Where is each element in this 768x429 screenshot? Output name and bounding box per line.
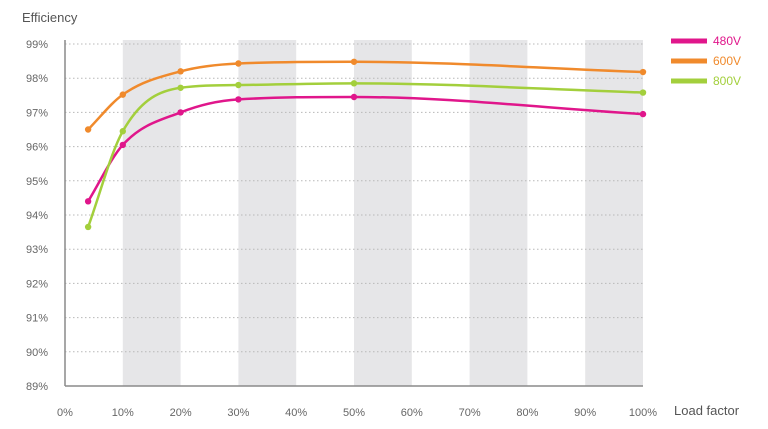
data-point-600V bbox=[235, 60, 242, 67]
band-30-40 bbox=[238, 40, 297, 386]
legend-label-600V: 600V bbox=[713, 54, 741, 68]
x-axis-title: Load factor bbox=[674, 403, 740, 418]
data-point-800V bbox=[177, 84, 184, 91]
y-tick-label: 91% bbox=[26, 313, 48, 325]
y-tick-label: 98% bbox=[26, 73, 48, 85]
data-point-800V bbox=[235, 81, 242, 89]
y-tick-label: 92% bbox=[26, 278, 48, 290]
x-tick-label: 80% bbox=[516, 407, 538, 419]
data-point-800V bbox=[84, 223, 92, 231]
band-10-20 bbox=[122, 40, 181, 386]
x-tick-label: 70% bbox=[459, 407, 481, 419]
y-axis-title: Efficiency bbox=[22, 10, 78, 25]
x-tick-label: 40% bbox=[285, 407, 307, 419]
y-tick-label: 95% bbox=[26, 176, 48, 188]
background-bands bbox=[122, 40, 643, 386]
x-tick-label: 30% bbox=[227, 407, 249, 419]
data-point-600V bbox=[350, 58, 358, 65]
band-50-60 bbox=[354, 40, 412, 386]
x-tick-label: 50% bbox=[343, 407, 365, 419]
series-480V bbox=[84, 93, 647, 205]
y-tick-label: 89% bbox=[26, 381, 48, 393]
x-tick-label: 60% bbox=[401, 407, 423, 419]
data-point-480V bbox=[177, 109, 184, 116]
data-point-800V bbox=[119, 128, 127, 135]
y-tick-label: 96% bbox=[26, 142, 48, 154]
data-point-800V bbox=[639, 89, 647, 96]
x-tick-label: 100% bbox=[629, 407, 657, 419]
data-point-480V bbox=[350, 93, 358, 101]
data-point-600V bbox=[119, 91, 127, 98]
x-tick-label: 90% bbox=[574, 407, 596, 419]
legend-label-800V: 800V bbox=[713, 74, 741, 88]
grid-lines bbox=[65, 43, 643, 353]
data-point-480V bbox=[84, 198, 92, 205]
band-70-80 bbox=[469, 40, 528, 386]
data-point-480V bbox=[119, 141, 127, 149]
series-600V bbox=[84, 58, 647, 133]
data-point-600V bbox=[639, 68, 647, 76]
y-tick-labels: 89% 90% 91% 92% 93% 94% 95% 96% 97% 98% 99% bbox=[26, 39, 48, 393]
legend: 480V 600V 800V bbox=[671, 34, 741, 88]
legend-label-480V: 480V bbox=[713, 34, 741, 48]
y-tick-label: 93% bbox=[26, 244, 48, 256]
x-tick-label: 0% bbox=[57, 407, 73, 419]
x-tick-label: 10% bbox=[112, 407, 134, 419]
data-point-600V bbox=[84, 126, 92, 133]
x-tick-label: 20% bbox=[170, 407, 192, 419]
x-tick-labels: 0% 10% 20% 30% 40% 50% 60% 70% 80% 90% 100% bbox=[57, 407, 657, 419]
y-tick-label: 94% bbox=[26, 210, 48, 222]
y-tick-label: 97% bbox=[26, 107, 48, 119]
data-point-480V bbox=[235, 96, 242, 103]
band-90-100 bbox=[585, 40, 643, 386]
axes bbox=[64, 40, 643, 387]
series-800V bbox=[84, 80, 647, 231]
y-tick-label: 99% bbox=[26, 39, 48, 51]
data-point-480V bbox=[639, 110, 647, 118]
data-point-600V bbox=[177, 68, 184, 75]
y-tick-label: 90% bbox=[26, 347, 48, 359]
series-lines bbox=[84, 58, 647, 231]
data-point-800V bbox=[350, 80, 358, 87]
